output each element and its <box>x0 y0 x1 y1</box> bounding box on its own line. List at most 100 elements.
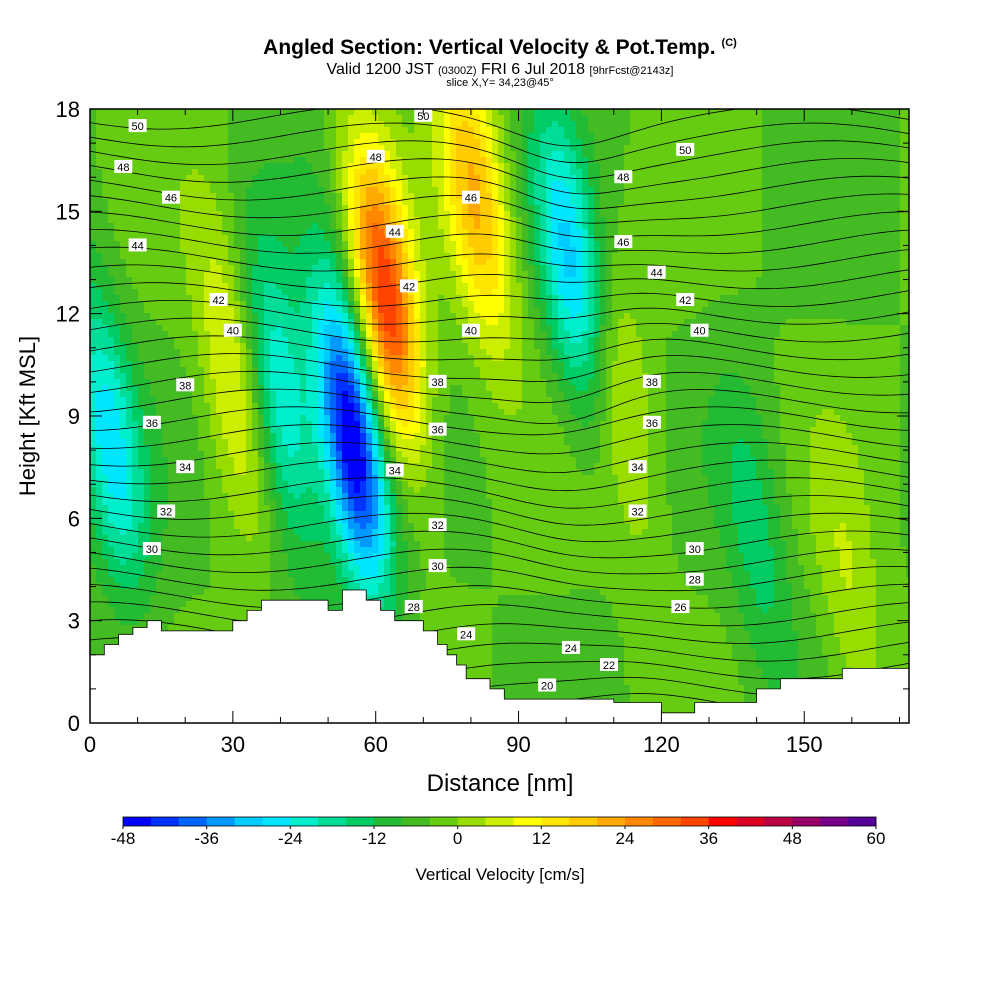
velocity-cell <box>702 175 709 182</box>
velocity-cell <box>690 277 697 284</box>
velocity-cell <box>762 277 769 284</box>
velocity-cell <box>450 127 457 134</box>
velocity-cell <box>780 289 787 296</box>
velocity-cell <box>798 301 805 308</box>
velocity-cell <box>582 187 589 194</box>
velocity-cell <box>150 265 157 272</box>
velocity-cell <box>360 259 367 266</box>
velocity-cell <box>750 121 757 128</box>
velocity-cell <box>474 259 481 266</box>
velocity-cell <box>450 247 457 254</box>
velocity-cell <box>468 241 475 248</box>
velocity-cell <box>564 283 571 290</box>
velocity-cell <box>516 127 523 134</box>
velocity-cell <box>402 313 409 320</box>
velocity-cell <box>732 223 739 230</box>
velocity-cell <box>186 133 193 140</box>
velocity-cell <box>744 229 751 236</box>
velocity-cell <box>312 151 319 158</box>
velocity-cell <box>534 127 541 134</box>
velocity-cell <box>684 247 691 254</box>
velocity-cell <box>582 199 589 206</box>
velocity-cell <box>864 175 871 182</box>
velocity-cell <box>210 145 217 152</box>
velocity-cell <box>450 241 457 248</box>
velocity-cell <box>864 163 871 170</box>
velocity-cell <box>600 211 607 218</box>
velocity-cell <box>474 313 481 320</box>
velocity-cell <box>786 151 793 158</box>
velocity-cell <box>162 157 169 164</box>
velocity-cell <box>378 199 385 206</box>
velocity-cell <box>852 181 859 188</box>
velocity-cell <box>312 163 319 170</box>
velocity-cell <box>624 277 631 284</box>
velocity-cell <box>270 175 277 182</box>
velocity-cell <box>132 187 139 194</box>
velocity-cell <box>576 229 583 236</box>
velocity-cell <box>672 205 679 212</box>
velocity-cell <box>474 109 481 116</box>
velocity-cell <box>642 235 649 242</box>
velocity-cell <box>492 241 499 248</box>
velocity-cell <box>720 163 727 170</box>
velocity-cell <box>720 193 727 200</box>
velocity-cell <box>372 175 379 182</box>
velocity-cell <box>576 241 583 248</box>
velocity-cell <box>504 181 511 188</box>
velocity-cell <box>498 271 505 278</box>
velocity-cell <box>900 127 907 134</box>
velocity-cell <box>558 229 565 236</box>
velocity-cell <box>402 109 409 116</box>
velocity-cell <box>762 115 769 122</box>
velocity-cell <box>456 157 463 164</box>
velocity-cell <box>492 265 499 272</box>
velocity-cell <box>834 157 841 164</box>
velocity-cell <box>672 301 679 308</box>
velocity-cell <box>252 295 259 302</box>
velocity-cell <box>798 217 805 224</box>
velocity-cell <box>882 307 889 314</box>
velocity-cell <box>606 193 613 200</box>
velocity-cell <box>666 319 673 326</box>
velocity-cell <box>336 217 343 224</box>
velocity-cell <box>456 115 463 122</box>
velocity-cell <box>426 313 433 320</box>
velocity-cell <box>504 223 511 230</box>
velocity-cell <box>312 199 319 206</box>
velocity-cell <box>678 181 685 188</box>
velocity-cell <box>270 271 277 278</box>
velocity-cell <box>594 289 601 296</box>
velocity-cell <box>804 247 811 254</box>
velocity-cell <box>330 211 337 218</box>
velocity-cell <box>108 193 115 200</box>
velocity-cell <box>312 133 319 140</box>
velocity-cell <box>744 313 751 320</box>
velocity-cell <box>588 253 595 260</box>
velocity-cell <box>672 187 679 194</box>
velocity-cell <box>114 289 121 296</box>
velocity-cell <box>198 127 205 134</box>
velocity-cell <box>450 217 457 224</box>
velocity-cell <box>816 319 823 326</box>
velocity-cell <box>564 175 571 182</box>
velocity-cell <box>630 193 637 200</box>
velocity-cell <box>558 319 565 326</box>
velocity-cell <box>288 205 295 212</box>
velocity-cell <box>618 127 625 134</box>
velocity-cell <box>138 235 145 242</box>
velocity-cell <box>348 217 355 224</box>
velocity-cell <box>180 325 187 332</box>
velocity-cell <box>708 205 715 212</box>
velocity-cell <box>90 295 97 302</box>
velocity-cell <box>888 181 895 188</box>
velocity-cell <box>582 163 589 170</box>
velocity-cell <box>636 235 643 242</box>
velocity-cell <box>306 193 313 200</box>
velocity-cell <box>504 151 511 158</box>
velocity-cell <box>888 229 895 236</box>
velocity-cell <box>270 121 277 128</box>
velocity-cell <box>318 295 325 302</box>
velocity-cell <box>504 133 511 140</box>
velocity-cell <box>732 289 739 296</box>
